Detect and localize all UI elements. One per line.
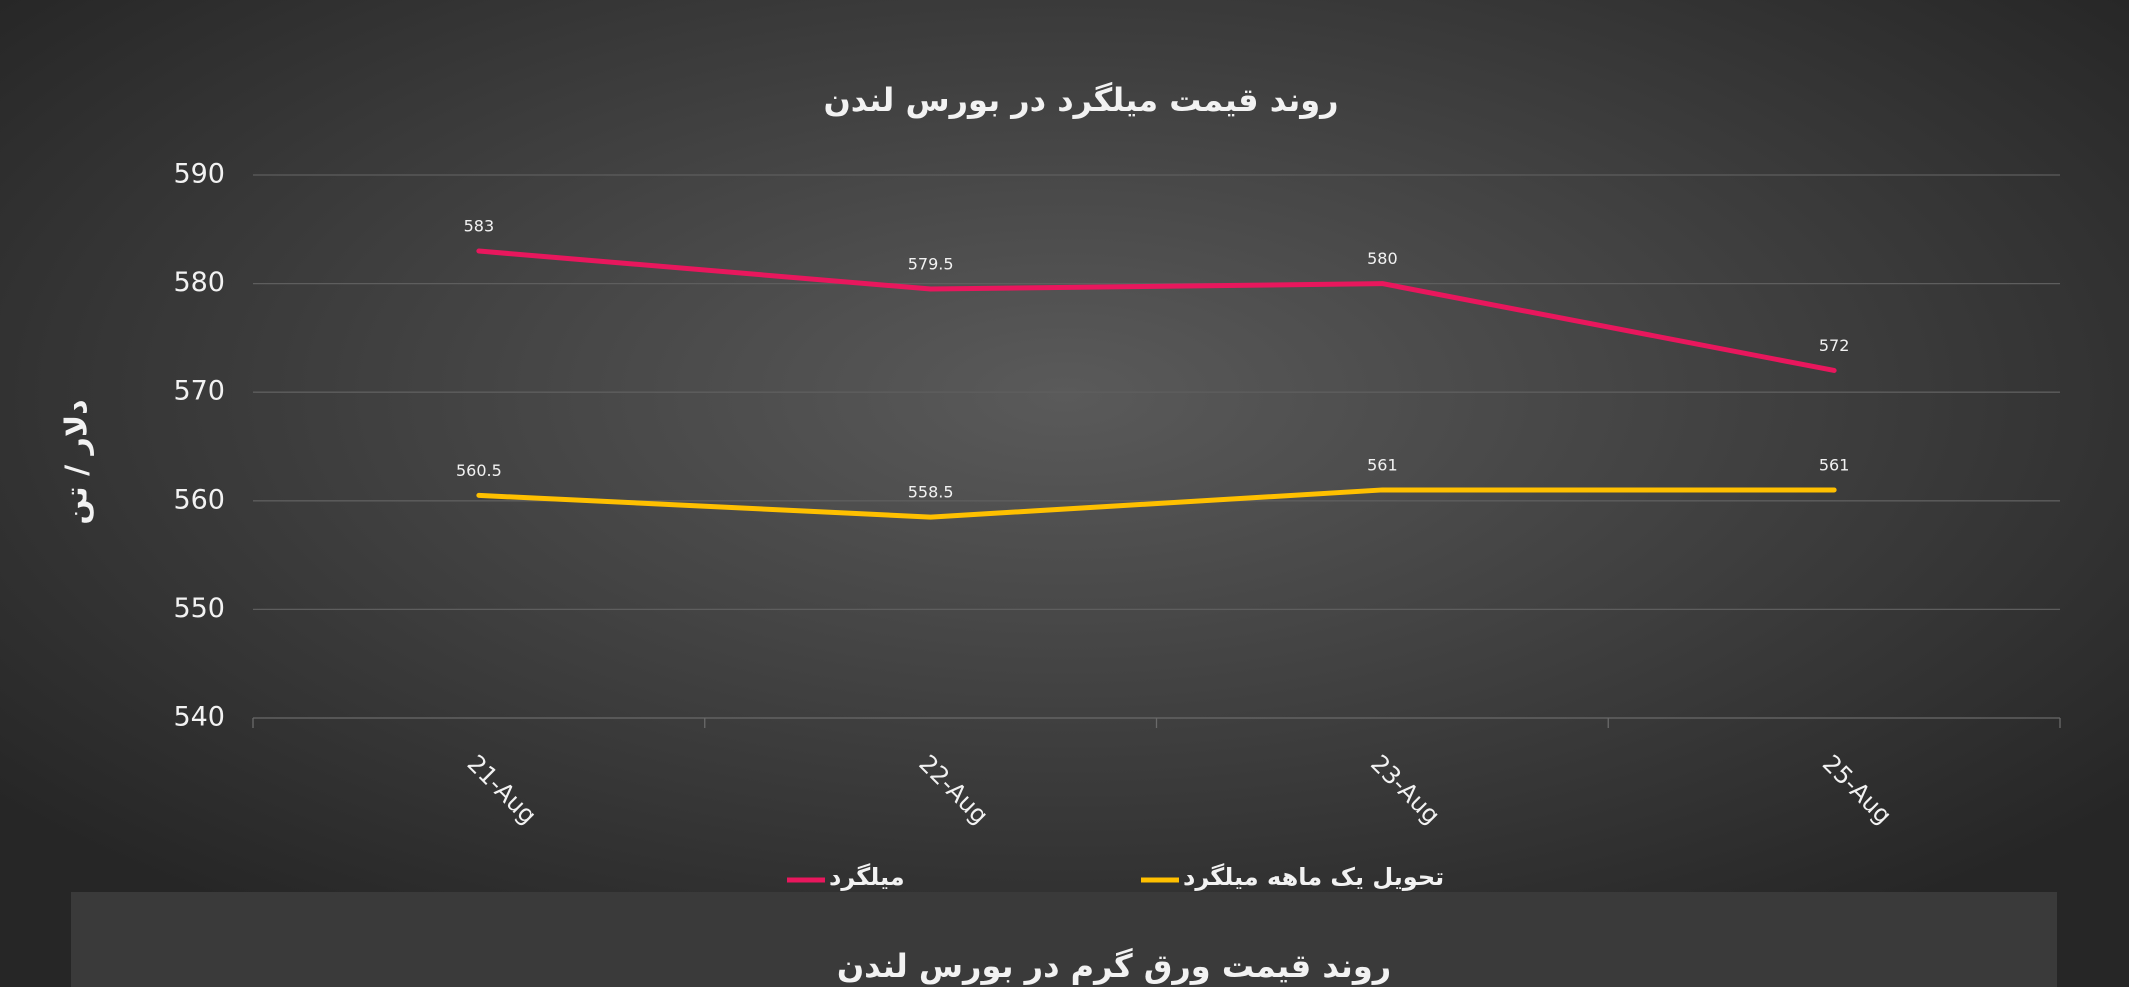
chart-title: روند قیمت میلگرد در بورس لندن [823,81,1338,119]
y-tick-label: 560 [173,484,225,515]
next-chart-panel [71,892,2057,987]
y-tick-label: 590 [173,159,225,190]
y-axis-label: دلار / تن [60,399,95,524]
y-tick-label: 550 [173,593,225,624]
next-chart-title: روند قیمت ورق گرم در بورس لندن [837,947,1391,985]
series-line [476,487,1837,520]
legend-label: تحویل یک ماهه میلگرد [1183,863,1444,891]
data-label: 561 [1367,455,1398,474]
data-label: 583 [464,217,495,236]
data-label: 558.5 [908,483,954,502]
legend-label: میلگرد [829,863,905,891]
y-tick-label: 540 [173,702,225,733]
data-label: 560.5 [456,461,502,480]
data-label: 580 [1367,249,1398,268]
data-label: 572 [1819,336,1850,355]
y-tick-label: 580 [173,267,225,298]
data-label: 561 [1819,455,1850,474]
data-label: 579.5 [908,255,954,274]
series-line [476,248,1837,373]
y-tick-label: 570 [173,376,225,407]
